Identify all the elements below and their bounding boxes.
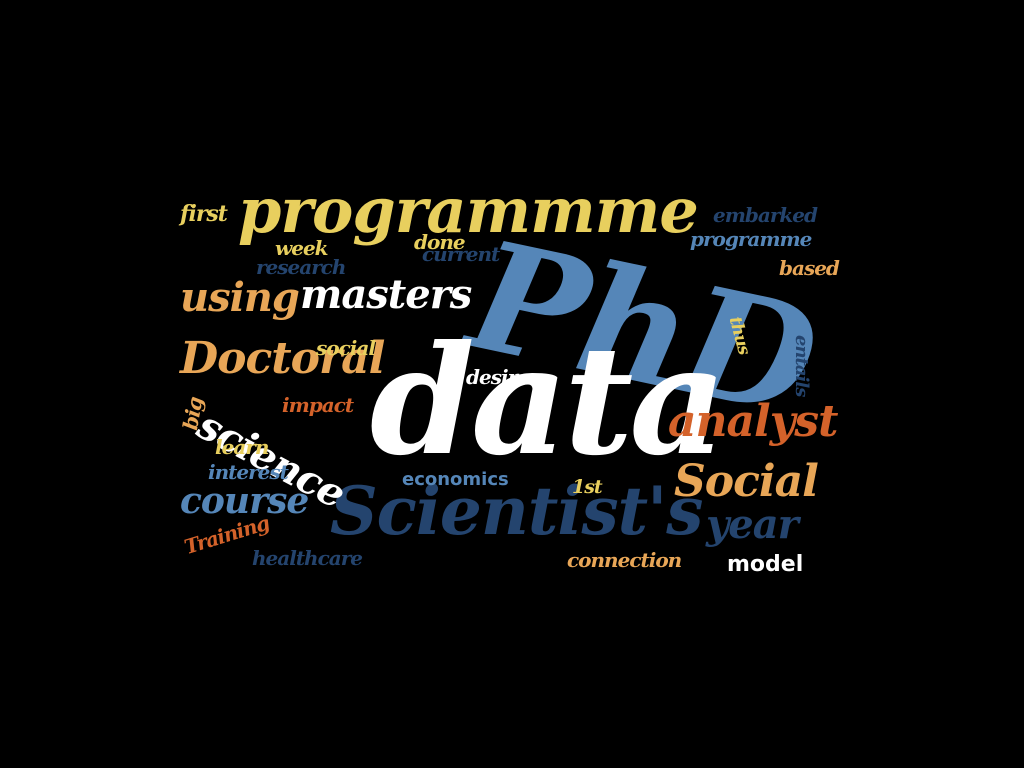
word-healthcare: healthcare: [252, 546, 363, 570]
word-based: based: [779, 256, 840, 280]
word-week: week: [275, 236, 329, 260]
word-desire: desire: [466, 365, 530, 389]
word-current: current: [422, 242, 500, 266]
word-impact: impact: [282, 393, 354, 417]
word-model: model: [727, 552, 804, 577]
word-using: using: [180, 274, 300, 321]
word-year: year: [706, 501, 799, 548]
word-course: course: [180, 480, 309, 522]
word-programmme: programmme: [238, 174, 699, 247]
word-social-small: social: [316, 336, 376, 360]
word-embarked: embarked: [713, 203, 818, 227]
word-doctoral: Doctoral: [180, 333, 385, 384]
word-1st: 1st: [572, 476, 603, 498]
word-programme: programme: [690, 227, 812, 251]
word-first: first: [180, 201, 228, 227]
word-interest: interest: [208, 460, 289, 484]
word-entails: entails: [791, 335, 812, 397]
word-masters: masters: [300, 271, 472, 318]
word-research: research: [256, 255, 346, 279]
word-big: big: [178, 395, 208, 432]
word-economics: economics: [402, 469, 509, 490]
word-data: data: [370, 313, 727, 489]
word-learn: learn: [215, 435, 269, 459]
word-done: done: [414, 230, 466, 254]
word-analyst: analyst: [668, 396, 838, 447]
word-connection: connection: [567, 548, 682, 572]
word-scientists: Scientist's: [330, 472, 703, 550]
word-social-large: Social: [674, 456, 819, 507]
